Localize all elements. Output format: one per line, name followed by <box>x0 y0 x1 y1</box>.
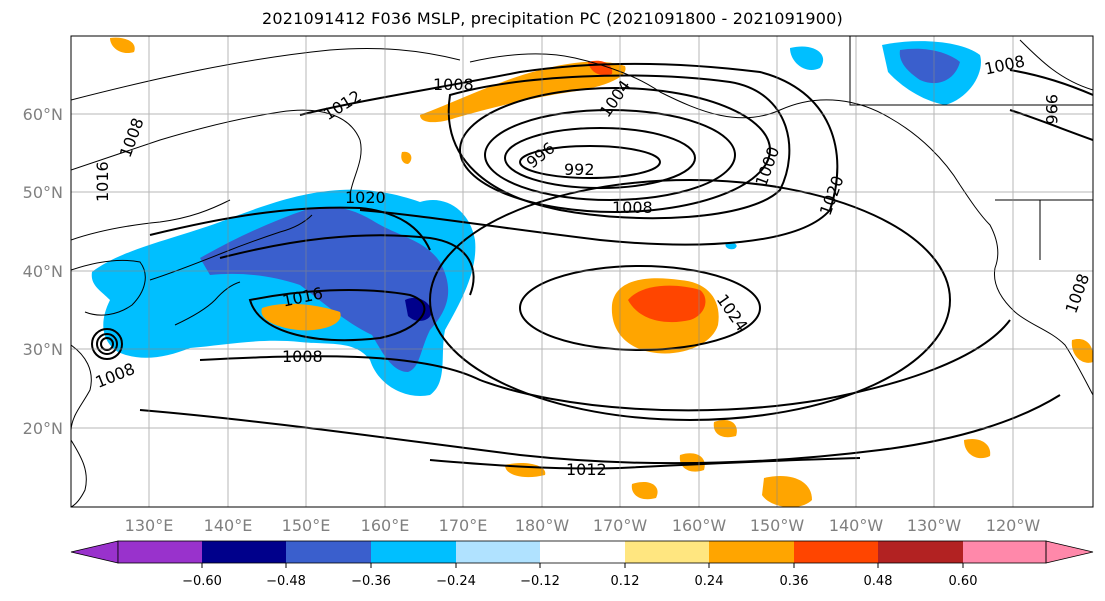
negative-precip-region <box>91 41 981 396</box>
lon-label: 170°W <box>593 516 648 535</box>
isobar-1012-north <box>299 62 839 246</box>
lat-label: 20°N <box>23 419 63 438</box>
map-area: 1008 1012 1004 996 992 1000 1008 1020 10… <box>71 36 1093 507</box>
isobar-992 <box>519 145 661 179</box>
lon-label: 160°E <box>361 516 410 535</box>
lat-label: 60°N <box>23 105 63 124</box>
colorbar-tick-label: −0.24 <box>436 574 476 589</box>
colorbar-segment <box>540 541 625 563</box>
colorbar-segment <box>709 541 794 563</box>
colorbar-segment <box>286 541 371 563</box>
colorbar-tick-label: −0.60 <box>182 574 222 589</box>
isobar-1004 <box>459 87 771 213</box>
colorbar-segment <box>625 541 709 563</box>
colorbar-segment <box>878 541 963 563</box>
lon-label: 180°W <box>515 516 570 535</box>
lon-label: 120°W <box>986 516 1041 535</box>
colorbar-tick-label: 0.24 <box>695 574 724 589</box>
lat-label: 40°N <box>23 262 63 281</box>
colorbar-extend-high <box>1045 540 1094 564</box>
lon-label: 150°W <box>750 516 805 535</box>
lat-label: 30°N <box>23 340 63 359</box>
colorbar-segment <box>794 541 878 563</box>
isobar-1020-high <box>429 179 951 421</box>
latitude-axis: 60°N 50°N 40°N 30°N 20°N <box>23 105 63 438</box>
isobar-1016-north <box>149 206 431 251</box>
isobar-1020 <box>219 234 475 296</box>
colorbar: −0.60 −0.48 −0.36 −0.24 −0.12 0.12 0.24 … <box>70 540 1094 589</box>
colorbar-tick-label: 0.60 <box>949 574 978 589</box>
isobars <box>91 62 1093 470</box>
colorbar-tick-label: 0.12 <box>611 574 640 589</box>
isobar-1012-mid <box>199 319 1011 412</box>
colorbar-segment <box>118 541 202 563</box>
lon-label: 140°W <box>829 516 884 535</box>
typhoon-isobar <box>96 333 118 355</box>
colorbar-tick-label: 0.48 <box>864 574 893 589</box>
map-title: 2021091412 F036 MSLP, precipitation PC (… <box>261 9 844 28</box>
isobar-1008-north <box>447 74 791 220</box>
isobar-label: 996 <box>1042 94 1061 125</box>
lon-label: 170°E <box>439 516 488 535</box>
colorbar-segment <box>371 541 456 563</box>
isobar-1000 <box>484 109 736 201</box>
colorbar-tick-label: 0.36 <box>780 574 809 589</box>
lon-label: 140°E <box>204 516 253 535</box>
isobar-label: 1016 <box>93 161 112 202</box>
lon-label: 130°W <box>907 516 962 535</box>
lon-label: 160°W <box>672 516 727 535</box>
colorbar-segment <box>963 541 1046 563</box>
colorbar-tick-label: −0.36 <box>351 574 391 589</box>
lon-label: 150°E <box>282 516 331 535</box>
isobar-label: 1008 <box>282 347 323 366</box>
isobar-label: 992 <box>564 160 595 179</box>
colorbar-segment <box>456 541 540 563</box>
isobar-label: 1008 <box>433 75 474 94</box>
isobar-1016-mid <box>248 288 426 342</box>
isobar-label: 1020 <box>345 188 386 207</box>
colorbar-segment <box>202 541 286 563</box>
colorbar-extend-low <box>70 540 119 564</box>
isobar-1024 <box>519 265 761 351</box>
longitude-axis: 130°E 140°E 150°E 160°E 170°E 180°W 170°… <box>125 516 1041 535</box>
isobar-label: 1008 <box>612 198 653 217</box>
colorbar-tick-label: −0.48 <box>266 574 306 589</box>
lon-label: 130°E <box>125 516 174 535</box>
gridlines <box>71 36 1093 507</box>
isobar-label: 1012 <box>566 460 607 479</box>
lat-label: 50°N <box>23 183 63 202</box>
colorbar-tick-label: −0.12 <box>520 574 560 589</box>
map-frame <box>70 35 1094 508</box>
